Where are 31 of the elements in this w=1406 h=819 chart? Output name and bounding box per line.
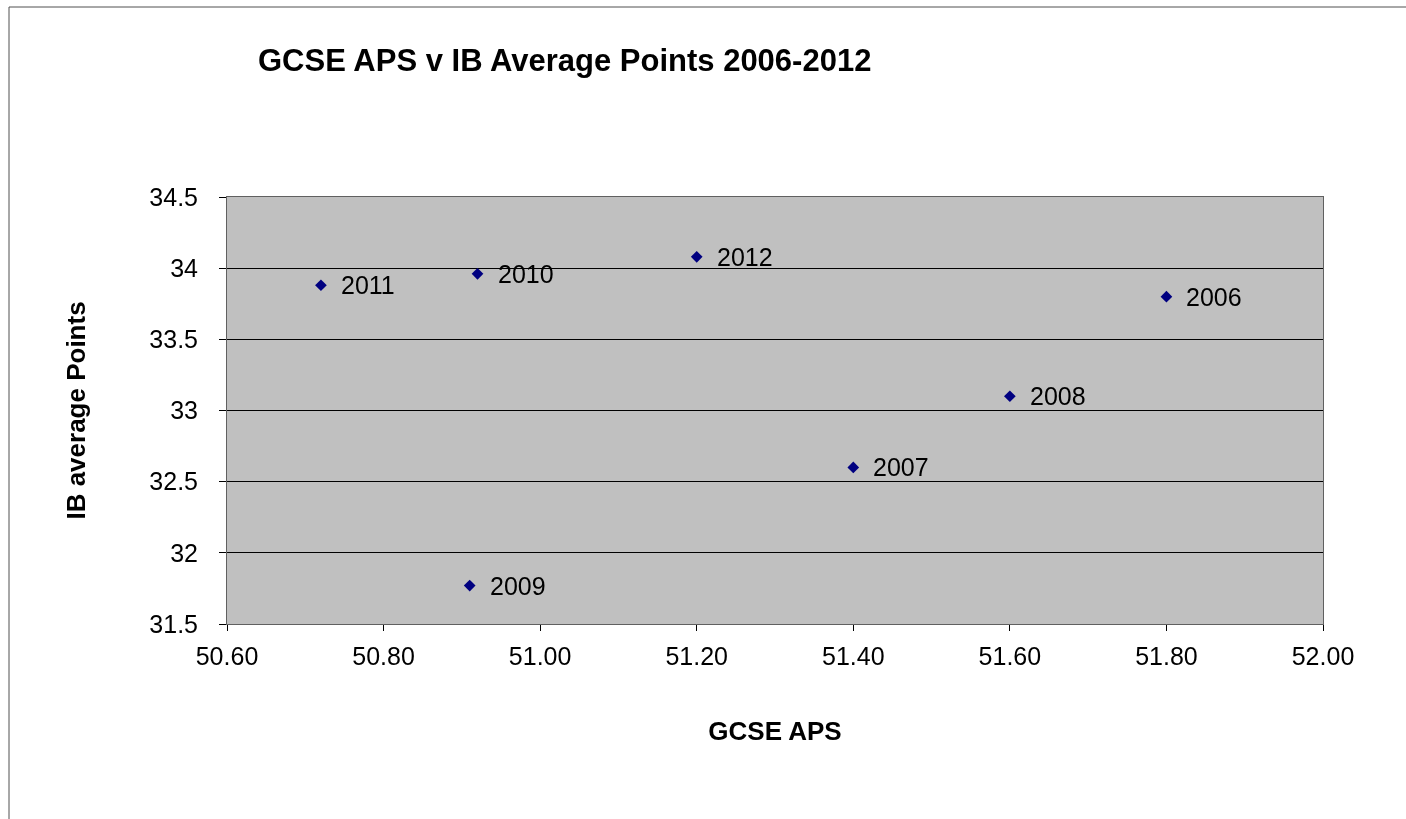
y-tick-label: 32.5 [149,467,198,496]
annotation: 2008 [1030,382,1086,410]
point [690,250,703,263]
x-axis-title: GCSE APS [708,715,842,746]
x-tick-label: 51.00 [508,642,572,670]
annotation: 2007 [873,453,929,481]
x-tick-label: 51.20 [665,642,728,670]
chart-title: GCSE APS v IB Average Points 2006-2012 [258,42,872,78]
y-tick-label: 34.5 [149,182,198,211]
annotation: 2012 [717,243,773,271]
y-tick-label: 32 [170,538,198,567]
x-tick-label: 51.40 [822,642,885,670]
annotation: 2009 [490,572,546,600]
point [1160,290,1173,303]
y-axis-title: IB average Points [60,301,91,520]
point [463,579,476,592]
y-tick-label: 33 [170,396,198,425]
point [1004,390,1016,403]
y-tick-label: 31.5 [149,609,198,638]
x-tick-label: 51.60 [978,642,1042,670]
annotation: 2006 [1186,283,1242,311]
y-tick-label: 34 [170,253,199,282]
x-tick-label: 50.60 [195,642,259,670]
point [315,279,327,292]
y-tick-label: 33.5 [149,325,198,354]
x-tick-label: 50.80 [352,642,415,670]
annotation: 2011 [341,271,395,299]
point [847,461,860,474]
x-tick-label: 52.00 [1291,642,1355,670]
x-tick-label: 51.80 [1135,642,1198,670]
point [471,268,484,280]
